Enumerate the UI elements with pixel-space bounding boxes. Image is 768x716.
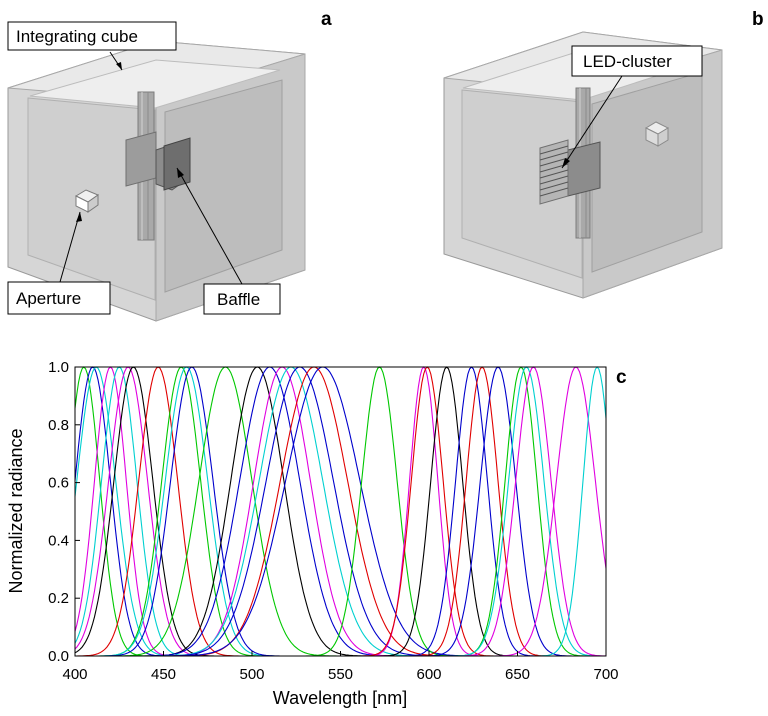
plot-frame	[74, 366, 607, 657]
callout-box-led-cluster	[571, 45, 703, 77]
spectrum-line-10	[75, 366, 606, 657]
spectrum-line-11	[75, 366, 606, 657]
spectrum-line-9	[75, 366, 606, 657]
x-tick-label: 550	[328, 666, 353, 683]
x-tick-label: 700	[593, 666, 618, 683]
spectra-series-group	[74, 366, 607, 657]
callout-integrating-cube: Integrating cube	[16, 27, 138, 46]
callout-baffle: Baffle	[217, 290, 260, 309]
spectrum-line-17	[75, 366, 606, 657]
spectrum-line-29	[75, 366, 606, 657]
chart-axes: 400 450 500 550 600 650 700 0.0 0.2 0.4 0.6 0.8 1.0	[48, 359, 618, 683]
spectrum-line-19	[75, 366, 606, 657]
x-tick-label: 500	[239, 666, 264, 683]
spectrum-line-24	[75, 366, 606, 657]
spectrum-line-25	[75, 366, 606, 657]
spectrum-line-4	[74, 366, 606, 657]
pointer-head-baffle	[177, 168, 184, 178]
x-axis-label: Wavelength [nm]	[273, 688, 407, 708]
callout-led-cluster: LED-cluster	[583, 52, 672, 71]
spectrum-line-12	[75, 366, 606, 657]
y-tick-label: 1.0	[48, 359, 69, 376]
spectrum-line-1	[74, 366, 606, 657]
spectrum-line-18	[75, 366, 606, 657]
spectrum-line-23	[75, 366, 606, 657]
y-tick-label: 0.8	[48, 417, 69, 434]
pointer-led-cluster	[561, 75, 623, 169]
x-tick-label: 600	[416, 666, 441, 683]
pointer-head-aperture	[76, 212, 82, 222]
spectrum-line-26	[75, 366, 606, 657]
spectrum-line-15	[75, 366, 606, 657]
spectrum-line-6	[74, 366, 606, 657]
spectrum-line-2	[74, 366, 606, 657]
pointer-head-led-cluster	[562, 158, 570, 168]
y-axis-label: Normalized radiance	[6, 428, 26, 593]
spectrum-line-28	[75, 366, 606, 657]
spectrum-line-20	[75, 366, 606, 657]
y-tick-label: 0.4	[48, 532, 69, 549]
spectrum-line-16	[75, 366, 606, 657]
panel-label-b: b	[752, 9, 764, 30]
y-tick-label: 0.0	[48, 648, 69, 665]
panel-label-c: c	[616, 367, 627, 388]
spectrum-line-8	[75, 366, 606, 657]
callout-box-integrating-cube	[7, 21, 177, 51]
spectrum-line-27	[75, 366, 606, 657]
pointer-head-integrating-cube	[116, 62, 122, 70]
x-tick-label: 650	[505, 666, 530, 683]
cube-a-illustration	[7, 40, 306, 322]
spectrum-line-13	[75, 366, 606, 657]
spectrum-line-7	[74, 366, 606, 657]
spectrum-line-22	[75, 366, 606, 657]
y-tick-label: 0.6	[48, 475, 69, 492]
callout-box-baffle	[203, 283, 281, 315]
spectrum-line-31	[75, 366, 607, 657]
y-tick-label: 0.2	[48, 590, 69, 607]
spectrum-line-21	[75, 366, 606, 657]
pointer-baffle	[176, 167, 243, 285]
pointer-aperture	[59, 211, 81, 283]
spectrum-line-30	[75, 366, 607, 657]
spectrum-line-14	[75, 366, 606, 657]
x-tick-label: 450	[151, 666, 176, 683]
spectrum-line-3	[74, 366, 606, 657]
spectrum-line-5	[74, 366, 606, 657]
x-tick-label: 400	[62, 666, 87, 683]
callout-box-aperture	[7, 281, 111, 315]
callout-aperture: Aperture	[16, 289, 81, 308]
panel-label-a: a	[321, 9, 332, 30]
